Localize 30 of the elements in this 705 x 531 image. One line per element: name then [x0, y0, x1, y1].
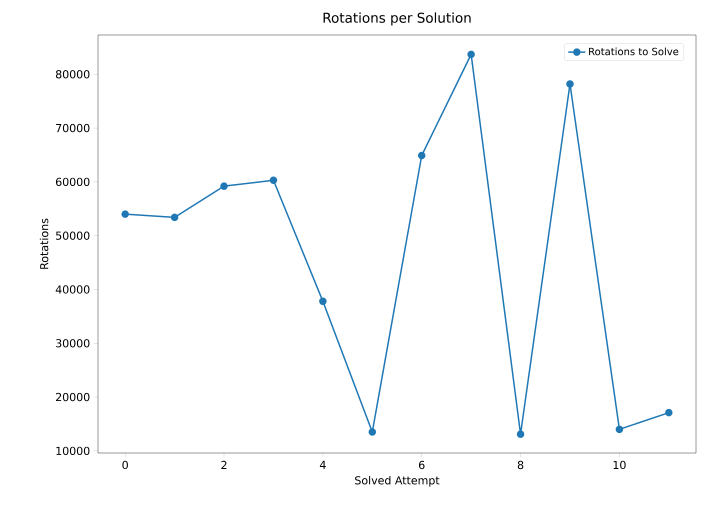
x-axis-title: Solved Attempt	[355, 476, 440, 487]
x-tick-label: 8	[518, 460, 524, 470]
y-tick-label: 70000	[56, 124, 90, 132]
x-tick-label: 0	[122, 460, 128, 470]
y-tick-label: 60000	[56, 178, 90, 186]
y-tick-label: 30000	[56, 339, 90, 348]
x-tick-label: 4	[320, 460, 326, 469]
point	[516, 430, 524, 438]
point	[467, 50, 475, 58]
point	[220, 182, 228, 190]
x-tick-label: 10	[614, 460, 626, 470]
y-tick-label: 50000	[56, 232, 90, 240]
y-tick-label: 10000	[56, 446, 90, 456]
point	[270, 176, 278, 184]
y-tick-label: 40000	[56, 285, 90, 294]
point	[418, 152, 426, 160]
chart-title: Rotations per Solution	[324, 12, 471, 26]
point	[616, 426, 624, 434]
y-tick-label: 20000	[56, 392, 90, 402]
point	[368, 428, 376, 436]
point	[170, 214, 178, 222]
y-axis-title: Rotations	[40, 218, 48, 269]
point	[566, 80, 574, 88]
point	[665, 408, 673, 416]
x-tick-label: 6	[418, 460, 425, 470]
legend-label: Rotations to Solve	[589, 48, 678, 56]
point	[319, 298, 327, 306]
point	[121, 210, 129, 218]
y-tick-label: 80000	[56, 70, 90, 78]
x-tick-label: 2	[221, 460, 226, 469]
